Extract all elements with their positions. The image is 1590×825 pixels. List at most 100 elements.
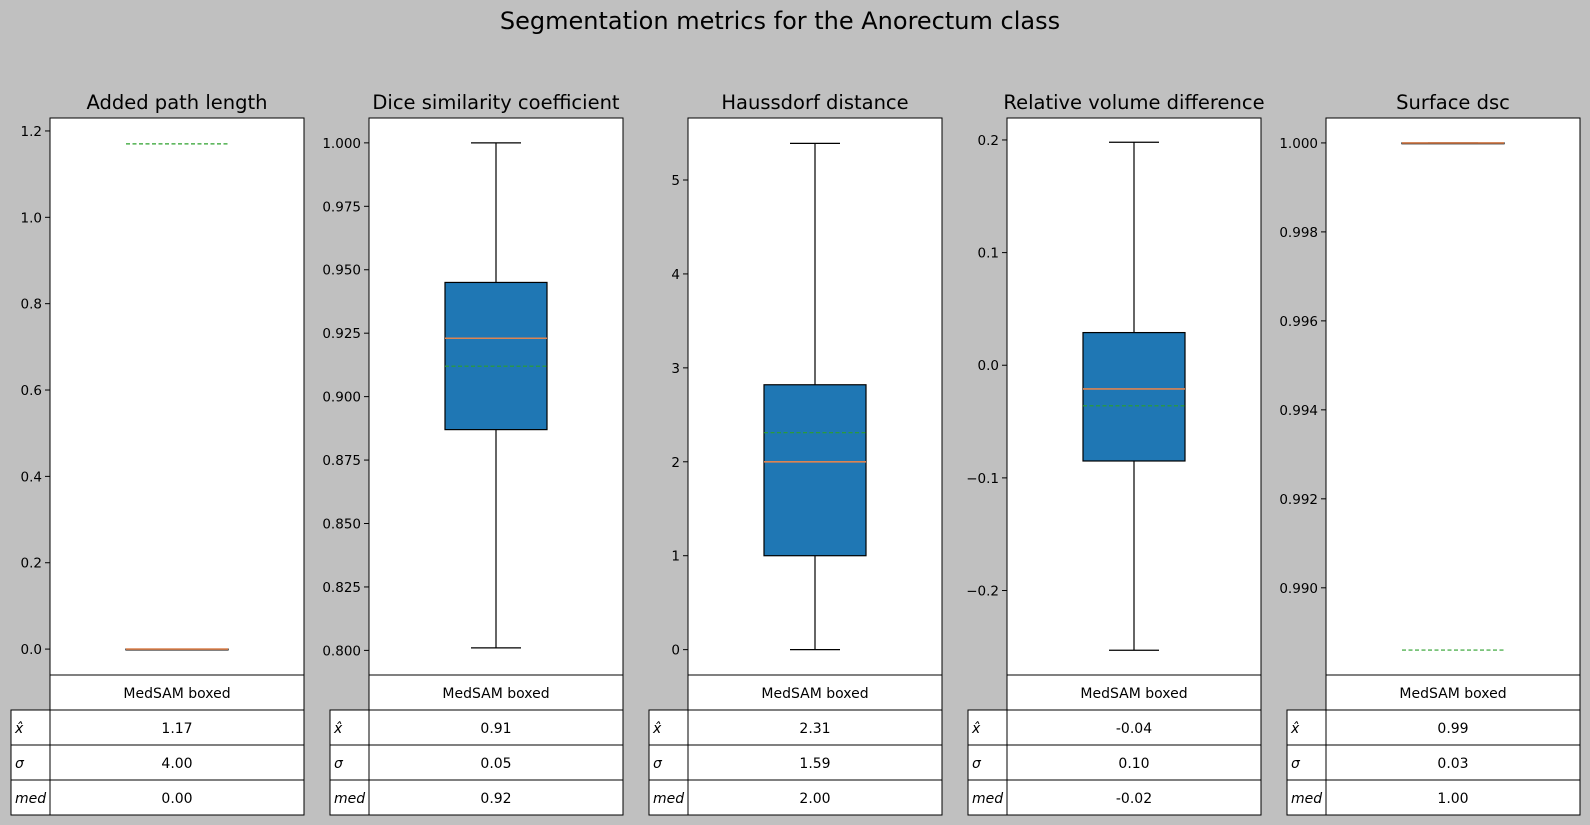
table-row-label-cell (648, 709, 689, 746)
table-value: 0.99 (1437, 721, 1468, 737)
table-value: 0.05 (480, 756, 511, 772)
table-row-label: med (1291, 791, 1322, 807)
y-tick-label: 0.990 (1279, 581, 1318, 597)
y-tick-label: 0.0 (978, 358, 999, 374)
y-tick-label: 3 (671, 361, 680, 377)
table-row-label: σ (653, 756, 663, 772)
table-value-cell (1006, 709, 1262, 746)
y-tick-label: 0.994 (1279, 403, 1318, 419)
panel-5: Surface dsc 0.990 0.992 0.994 0.996 0.998 1.00… (1279, 91, 1581, 816)
y-tick-label: 0.2 (978, 133, 999, 149)
plot-area (50, 118, 304, 675)
panel-3: Haussdorf distance 0 1 2 3 4 5 MedSAM boxed x̂ 2.… (648, 91, 943, 816)
table-row-label-cell (648, 744, 689, 781)
y-tick-label: 1.2 (21, 124, 42, 140)
plot-area (1326, 118, 1580, 675)
y-tick-label: 1.000 (322, 136, 361, 152)
panel-title: Haussdorf distance (721, 91, 908, 114)
y-tick-label: 0.0 (21, 642, 42, 658)
y-tick-label: −0.2 (966, 584, 999, 600)
table-header-cell (687, 674, 943, 711)
y-tick-label: 5 (671, 173, 680, 189)
y-tick-label: 0.8 (21, 297, 42, 313)
y-tick-label: 2 (671, 455, 680, 471)
table-value: 1.17 (161, 721, 192, 737)
y-tick-label: 0.875 (322, 453, 361, 469)
y-tick-label: 0.6 (21, 383, 42, 399)
table-row-label-cell (967, 744, 1008, 781)
table-value-cell (368, 779, 624, 816)
table-value-cell (49, 709, 305, 746)
y-tick-label: 1.0 (21, 210, 42, 226)
iqr-box (763, 384, 867, 557)
table-value: 0.03 (1437, 756, 1468, 772)
table-row-label-cell (1286, 779, 1327, 816)
panel-title: Relative volume difference (1003, 91, 1264, 114)
y-tick-label: −0.1 (966, 471, 999, 487)
table-row-label: med (653, 791, 684, 807)
table-value: 1.00 (1437, 791, 1468, 807)
table-header-cell (368, 674, 624, 711)
y-tick-label: 0.800 (322, 643, 361, 659)
table-value: 2.00 (799, 791, 830, 807)
y-tick-label: 0.825 (322, 580, 361, 596)
panel-title: Dice similarity coefficient (372, 91, 620, 114)
y-tick-label: 0.975 (322, 199, 361, 215)
table-value-cell (1325, 779, 1581, 816)
panel-title: Surface dsc (1396, 91, 1510, 114)
y-tick-label: 4 (671, 267, 680, 283)
panel-4: Relative volume difference −0.2 −0.1 0.0 0.1… (966, 91, 1265, 816)
table-row-label: σ (1291, 756, 1301, 772)
table-value-cell (368, 744, 624, 781)
y-tick-label: 0.2 (21, 556, 42, 572)
table-row-label-cell (967, 779, 1008, 816)
table-value: 0.92 (480, 791, 511, 807)
y-tick-label: 0.900 (322, 390, 361, 406)
y-tick-label: 1.000 (1279, 136, 1318, 152)
table-value-cell (1006, 779, 1262, 816)
table-header-label: MedSAM boxed (442, 686, 549, 702)
panel-1: Added path length 0.0 0.2 0.4 0.6 0.8 1.0 1.2 Me… (10, 91, 305, 816)
table-header-label: MedSAM boxed (1080, 686, 1187, 702)
table-row-label: med (334, 791, 365, 807)
y-tick-label: 1 (671, 549, 680, 565)
table-row-label: x̂ (333, 721, 343, 737)
table-value: 2.31 (799, 721, 830, 737)
table-header-label: MedSAM boxed (1399, 686, 1506, 702)
table-header-cell (49, 674, 305, 711)
table-value: 0.10 (1118, 756, 1149, 772)
table-value-cell (49, 744, 305, 781)
table-value: 1.59 (799, 756, 830, 772)
table-value-cell (368, 709, 624, 746)
table-value-cell (687, 709, 943, 746)
table-row-label-cell (329, 709, 370, 746)
y-tick-label: 0.998 (1279, 225, 1318, 241)
y-tick-label: 0.992 (1279, 492, 1318, 508)
iqr-box (1082, 331, 1186, 462)
y-tick-label: 0.850 (322, 517, 361, 533)
table-value-cell (1325, 744, 1581, 781)
table-value-cell (687, 779, 943, 816)
table-value: 0.00 (161, 791, 192, 807)
table-row-label: x̂ (652, 721, 662, 737)
table-row-label: σ (972, 756, 982, 772)
panel-title: Added path length (86, 91, 267, 114)
table-header-label: MedSAM boxed (761, 686, 868, 702)
y-tick-label: 0.1 (978, 246, 999, 262)
table-row-label: med (972, 791, 1003, 807)
table-value: 0.91 (480, 721, 511, 737)
table-header-label: MedSAM boxed (123, 686, 230, 702)
y-tick-label: 0 (671, 643, 680, 659)
table-row-label: σ (15, 756, 25, 772)
table-value-cell (1325, 709, 1581, 746)
table-value: -0.02 (1116, 791, 1152, 807)
y-tick-label: 0.950 (322, 263, 361, 279)
figure-title: Segmentation metrics for the Anorectum c… (500, 7, 1060, 35)
table-value-cell (687, 744, 943, 781)
panel-2: Dice similarity coefficient 0.800 0.825 0.8… (322, 91, 624, 816)
table-row-label-cell (329, 744, 370, 781)
y-tick-label: 0.996 (1279, 314, 1318, 330)
y-tick-label: 0.925 (322, 326, 361, 342)
table-row-label-cell (329, 779, 370, 816)
